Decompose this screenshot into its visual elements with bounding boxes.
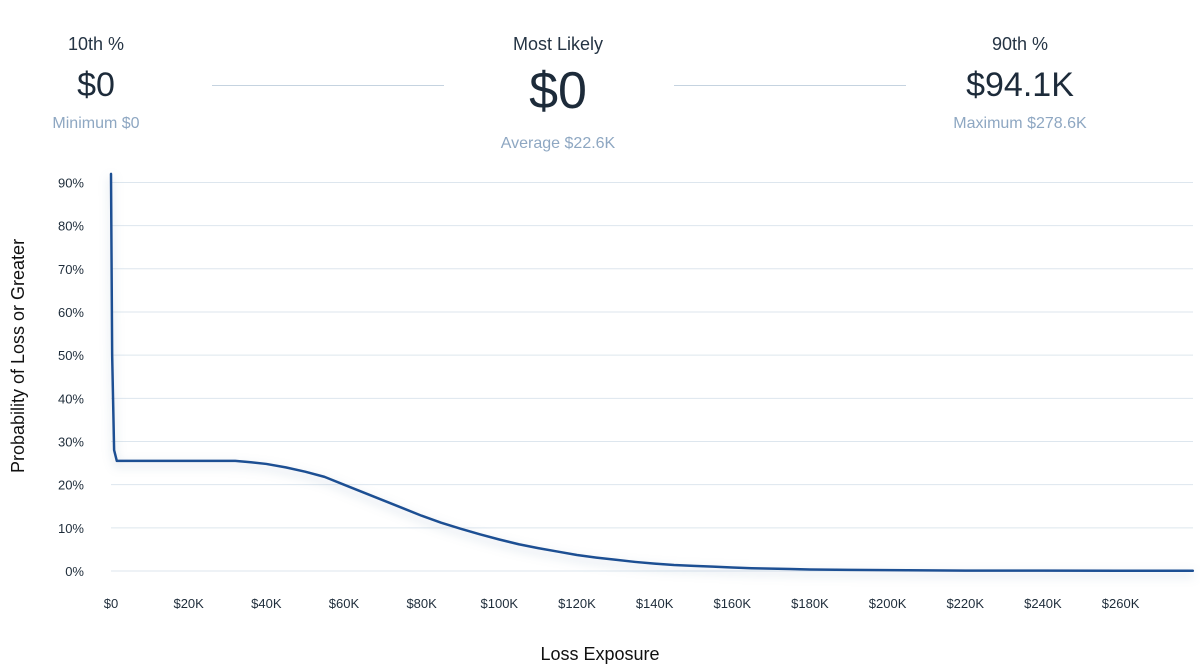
grid-lines <box>111 181 1193 572</box>
y-tick-label: 30% <box>58 434 84 449</box>
stat-average: Average $22.6K <box>500 135 616 152</box>
stat-maximum: Maximum $278.6K <box>953 115 1087 132</box>
x-tick-label: $20K <box>173 596 204 611</box>
connector-line-right <box>674 85 906 86</box>
stat-10th-label: 10th % <box>67 34 125 54</box>
stat-90th-percentile: 90th % $94.1K Maximum $278.6K <box>920 34 1120 133</box>
y-tick-label: 70% <box>58 262 84 277</box>
y-tick-label: 60% <box>58 305 84 320</box>
stat-10th-percentile: 10th % $0 Minimum $0 <box>0 34 192 133</box>
x-tick-label: $60K <box>329 596 360 611</box>
y-tick-label: 90% <box>58 175 84 190</box>
x-tick-label: $240K <box>1024 596 1062 611</box>
stat-minimum: Minimum $0 <box>52 115 140 132</box>
series-layer <box>109 172 1195 573</box>
x-tick-label: $200K <box>869 596 907 611</box>
stat-most-likely-label: Most Likely <box>512 34 604 54</box>
x-axis-title: Loss Exposure <box>540 644 659 664</box>
x-tick-label: $120K <box>558 596 596 611</box>
x-tick-label: $80K <box>406 596 437 611</box>
x-tick-label: $140K <box>636 596 674 611</box>
stat-90th-value: $94.1K <box>966 66 1074 104</box>
y-tick-label: 20% <box>58 478 84 493</box>
stat-most-likely-value: $0 <box>529 62 587 120</box>
y-axis-title: Probability of Loss or Greater <box>8 239 28 473</box>
x-tick-label: $160K <box>713 596 751 611</box>
x-tick-label: $0 <box>104 596 118 611</box>
x-tick-label: $220K <box>946 596 984 611</box>
y-tick-label: 80% <box>58 219 84 234</box>
x-axis-ticks: $0 $20K $40K $60K $80K $100K $120K $140K $160K $1… <box>104 596 1140 611</box>
y-tick-label: 50% <box>58 348 84 363</box>
y-tick-label: 10% <box>58 521 84 536</box>
y-tick-label: 0% <box>65 564 84 579</box>
y-tick-label: 40% <box>58 391 84 406</box>
y-axis-ticks: 0% 10% 20% 30% 40% 50% 60% 70% 80% 90% <box>58 175 84 579</box>
connector-line-left <box>212 85 444 86</box>
stat-90th-label: 90th % <box>991 34 1049 54</box>
series-line <box>109 172 1195 573</box>
x-tick-label: $40K <box>251 596 282 611</box>
stat-most-likely: Most Likely $0 Average $22.6K <box>458 34 658 153</box>
stat-10th-value: $0 <box>77 66 115 104</box>
x-tick-label: $100K <box>481 596 519 611</box>
x-tick-label: $180K <box>791 596 829 611</box>
x-tick-label: $260K <box>1102 596 1140 611</box>
